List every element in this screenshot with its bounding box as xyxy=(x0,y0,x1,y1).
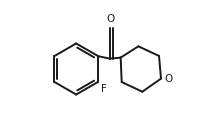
Text: O: O xyxy=(106,14,114,24)
Text: O: O xyxy=(165,74,173,84)
Text: F: F xyxy=(101,84,107,94)
